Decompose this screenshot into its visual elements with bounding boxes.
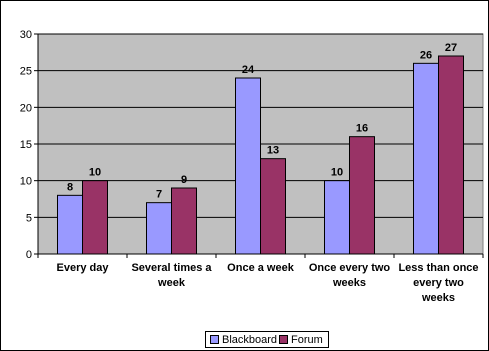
category-label: Less than once every two weeks [398,262,478,304]
legend-label: Blackboard [222,333,278,346]
bar-blackboard-2 [235,77,261,255]
data-label: 24 [242,64,255,76]
bar-forum-4 [438,55,464,255]
bar-blackboard-3 [324,180,350,255]
data-label: 16 [356,123,368,135]
bar-forum-3 [349,136,375,255]
y-tick-label: 25 [20,66,32,78]
data-label: 9 [181,174,187,186]
bar-blackboard-4 [413,62,439,255]
data-label: 10 [89,167,101,179]
legend-swatch [210,335,219,344]
legend-item-forum: Forum [279,334,323,346]
bar-forum-2 [260,158,286,255]
y-tick-label: 20 [20,102,32,114]
bar-blackboard-0 [57,194,83,255]
y-tick-label: 0 [26,249,32,261]
data-label: 13 [267,145,279,157]
data-label: 10 [331,167,343,179]
category-label: Several times a week [131,262,212,289]
bar-forum-0 [82,180,108,255]
legend: Blackboard Forum [205,331,329,348]
legend-item-blackboard: Blackboard [210,334,277,346]
category-label: Every day [57,262,110,274]
y-tick-label: 10 [20,176,32,188]
y-tick-label: 30 [20,29,32,41]
y-tick-label: 5 [26,212,32,224]
bar-blackboard-1 [146,202,172,255]
bar-forum-1 [171,187,197,255]
y-tick-label: 15 [20,139,32,151]
category-label: Once a week [227,262,295,274]
data-label: 8 [67,181,73,193]
data-label: 26 [420,49,432,61]
category-label: Once every two weeks [309,262,391,289]
legend-label: Forum [291,333,323,346]
legend-swatch [279,335,289,344]
data-label: 27 [445,42,457,54]
data-label: 7 [156,189,162,201]
